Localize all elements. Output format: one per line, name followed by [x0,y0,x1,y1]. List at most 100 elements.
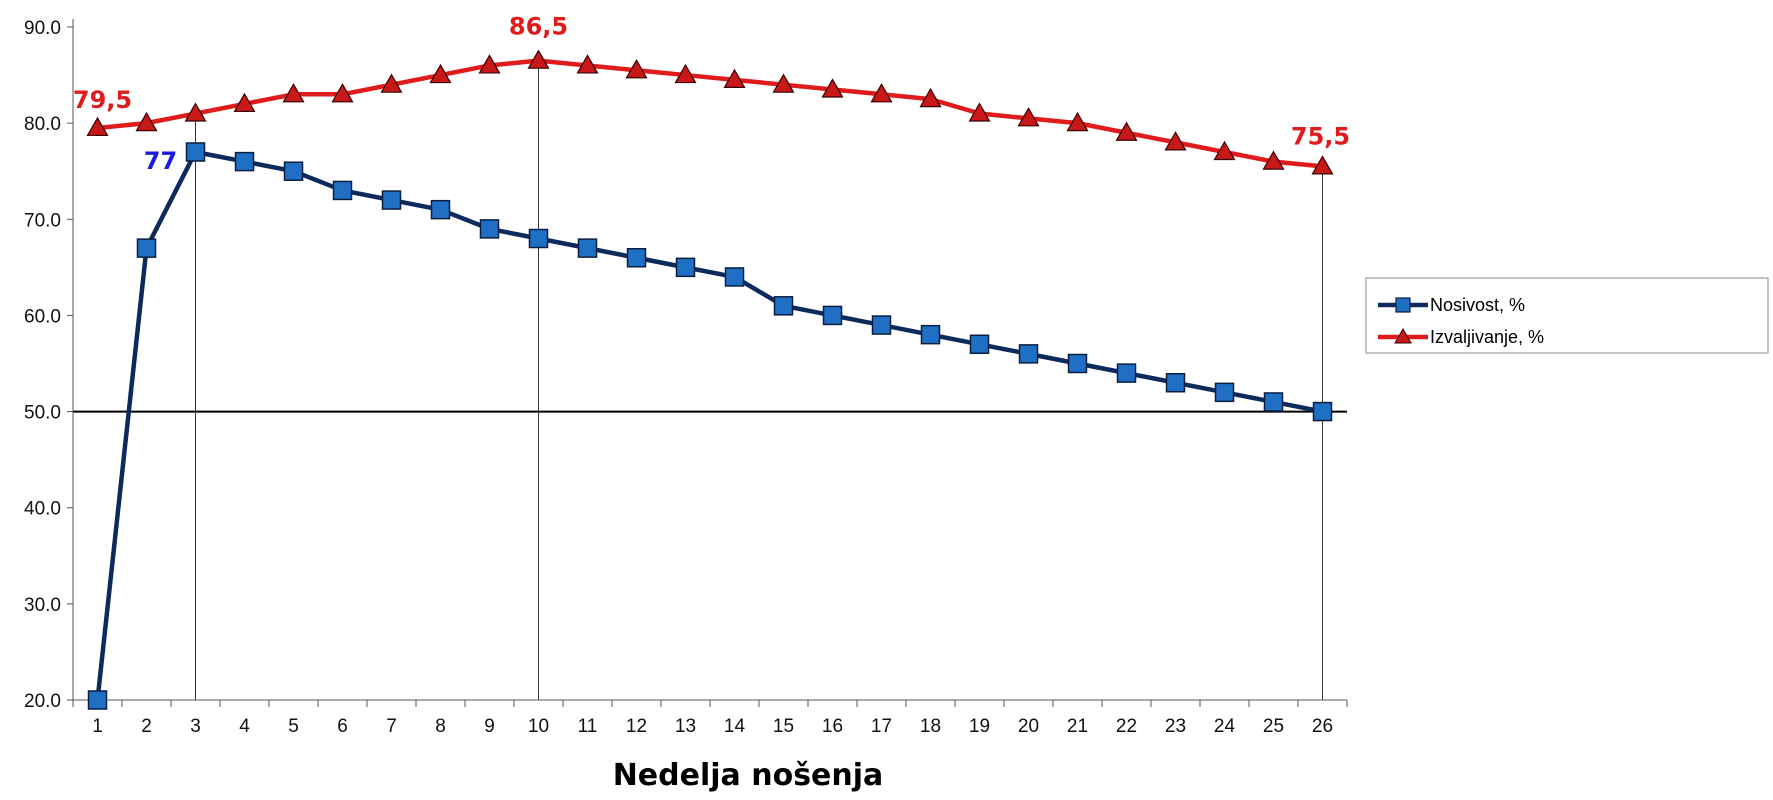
y-tick-label: 60.0 [24,306,61,327]
data-point-nosivost [185,142,206,162]
data-point-izvaljivanje [576,54,599,74]
series-line-izvaljivanje [97,58,1323,169]
x-tick-label: 1 [92,716,103,737]
data-point-nosivost [87,690,108,710]
data-label-annotation: 79,5 [73,86,132,114]
x-tick-label: 22 [1116,716,1137,737]
y-tick-label: 80.0 [24,114,61,135]
legend: Nosivost, % Izvaljivanje, % [1365,277,1769,354]
legend-label: Nosivost, % [1430,295,1525,315]
x-tick-label: 10 [528,716,549,737]
data-point-izvaljivanje [821,78,844,98]
data-point-nosivost [1214,382,1235,403]
y-tick-label: 50.0 [24,403,61,424]
series-line-nosivost [95,149,1323,701]
data-point-izvaljivanje [282,83,305,103]
x-tick-label: 18 [920,716,941,737]
data-point-izvaljivanje [870,83,893,103]
legend-marker-triangle [1394,327,1412,344]
data-point-nosivost [234,151,255,172]
x-tick-label: 23 [1165,716,1186,737]
x-tick-label: 2 [141,716,152,737]
y-tick-label: 20.0 [24,691,61,712]
data-point-izvaljivanje [625,59,648,79]
x-tick-label: 19 [969,716,990,737]
data-annotations: 79,5 86,5 75,5 77 [73,13,1350,175]
data-point-izvaljivanje [135,111,158,132]
data-point-izvaljivanje [1164,131,1187,151]
x-tick-label: 9 [484,716,495,737]
y-tick-label: 90.0 [24,18,61,39]
data-point-nosivost [1263,392,1284,412]
x-tick-label: 11 [578,716,598,737]
x-tick-label: 5 [288,716,299,737]
data-point-izvaljivanje [184,102,207,122]
x-tick-label: 16 [822,716,843,737]
data-label-annotation: 77 [144,147,177,175]
x-tick-label: 17 [871,716,892,737]
x-tick-label: 21 [1067,716,1088,737]
data-point-izvaljivanje [968,102,991,122]
data-point-izvaljivanje [527,49,550,69]
data-point-izvaljivanje [772,73,795,93]
data-point-izvaljivanje [723,68,746,88]
x-tick-label: 12 [626,716,647,737]
x-tick-label: 25 [1263,716,1284,737]
legend-label: Izvaljivanje, % [1430,327,1544,347]
data-point-nosivost [675,257,696,278]
data-point-nosivost [969,334,990,355]
data-point-izvaljivanje [674,63,697,84]
data-point-nosivost [724,267,745,287]
data-point-izvaljivanje [1017,107,1040,127]
data-point-izvaljivanje [919,87,942,108]
data-point-nosivost [577,238,598,258]
data-point-nosivost [1116,363,1137,383]
series-lines [95,58,1323,701]
data-point-nosivost [871,315,892,335]
data-point-izvaljivanje [1115,121,1138,141]
x-tick-label: 14 [724,716,746,737]
data-point-izvaljivanje [380,73,403,93]
legend-marker-square [1395,297,1411,313]
data-point-nosivost [1312,401,1333,422]
data-point-nosivost [773,296,794,316]
x-axis-title: Nedelja nošenja [613,758,884,793]
x-tick-label: 7 [386,716,397,737]
x-tick-label: 8 [435,716,446,737]
data-point-nosivost [1165,372,1186,393]
data-label-annotation: 75,5 [1291,122,1350,150]
data-point-izvaljivanje [1066,111,1089,132]
reference-lines [73,60,1347,700]
data-point-nosivost [822,305,843,326]
data-point-izvaljivanje [86,116,109,137]
data-point-nosivost [626,247,647,268]
data-point-izvaljivanje [1213,140,1236,161]
y-tick-label: 40.0 [24,499,61,520]
data-point-izvaljivanje [233,92,256,113]
legend-box [1365,277,1769,354]
data-point-izvaljivanje [478,54,501,74]
data-point-izvaljivanje [429,63,452,84]
data-point-nosivost [479,219,500,239]
y-tick-label: 70.0 [24,210,61,231]
data-point-nosivost [430,199,451,220]
y-tick-label: 30.0 [24,595,61,616]
x-tick-label: 3 [190,716,201,737]
data-point-nosivost [381,190,402,210]
x-tick-label: 26 [1312,716,1333,737]
data-point-nosivost [920,324,941,345]
data-point-izvaljivanje [331,83,354,103]
data-point-nosivost [283,161,304,181]
series-markers [86,49,1334,710]
x-tick-label: 13 [675,716,696,737]
data-point-nosivost [136,238,157,258]
data-point-nosivost [1067,353,1088,374]
x-tick-label: 24 [1214,716,1236,737]
x-tick-label: 6 [337,716,348,737]
data-point-nosivost [332,180,353,201]
x-tick-label: 15 [773,716,794,737]
data-point-nosivost [1018,344,1039,364]
data-point-nosivost [528,228,549,249]
